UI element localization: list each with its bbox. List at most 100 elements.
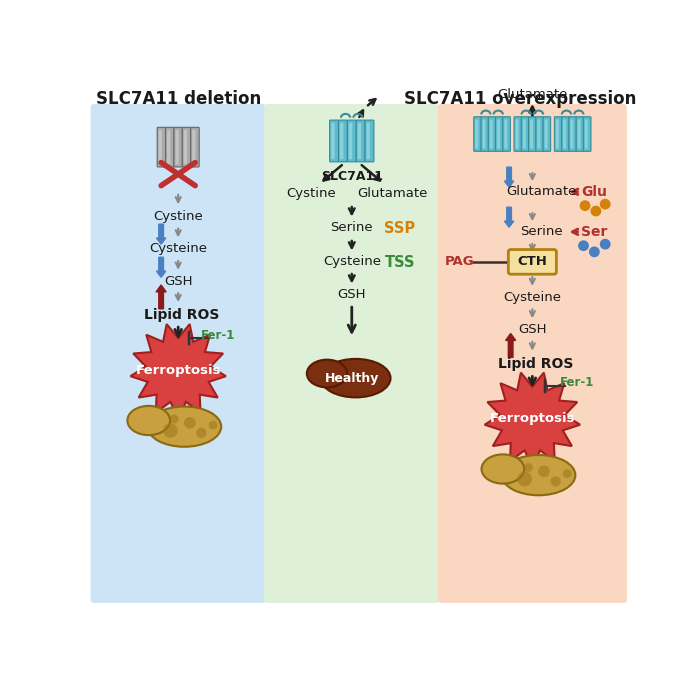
FancyBboxPatch shape xyxy=(356,120,365,162)
FancyArrow shape xyxy=(157,224,166,244)
FancyBboxPatch shape xyxy=(331,122,335,159)
FancyBboxPatch shape xyxy=(561,117,569,151)
FancyBboxPatch shape xyxy=(330,120,339,162)
FancyArrow shape xyxy=(156,285,166,309)
FancyBboxPatch shape xyxy=(556,120,559,148)
FancyBboxPatch shape xyxy=(90,104,266,603)
FancyBboxPatch shape xyxy=(496,117,503,151)
Text: Ser: Ser xyxy=(581,225,608,239)
FancyBboxPatch shape xyxy=(530,120,533,148)
FancyBboxPatch shape xyxy=(340,122,344,159)
Text: Cysteine: Cysteine xyxy=(503,290,561,304)
Circle shape xyxy=(524,463,533,472)
FancyBboxPatch shape xyxy=(576,117,584,151)
FancyBboxPatch shape xyxy=(545,120,547,148)
Ellipse shape xyxy=(307,360,347,387)
Ellipse shape xyxy=(127,406,170,435)
Polygon shape xyxy=(130,324,226,418)
Circle shape xyxy=(589,246,600,258)
FancyBboxPatch shape xyxy=(538,120,540,148)
FancyBboxPatch shape xyxy=(438,104,627,603)
Circle shape xyxy=(600,239,610,249)
Circle shape xyxy=(563,469,572,478)
Text: TSS: TSS xyxy=(384,255,415,270)
FancyBboxPatch shape xyxy=(504,120,508,148)
FancyBboxPatch shape xyxy=(497,120,500,148)
FancyBboxPatch shape xyxy=(367,122,370,159)
Text: CTH: CTH xyxy=(517,256,547,268)
FancyBboxPatch shape xyxy=(339,120,347,162)
Text: Lipid ROS: Lipid ROS xyxy=(144,308,219,322)
FancyBboxPatch shape xyxy=(184,130,187,164)
Circle shape xyxy=(170,414,178,424)
Circle shape xyxy=(184,417,196,428)
Text: Glutamate: Glutamate xyxy=(507,186,577,198)
Ellipse shape xyxy=(482,454,524,484)
FancyBboxPatch shape xyxy=(174,127,183,167)
FancyBboxPatch shape xyxy=(159,130,162,164)
FancyBboxPatch shape xyxy=(583,117,591,151)
Text: Cystine: Cystine xyxy=(286,187,337,199)
FancyBboxPatch shape xyxy=(523,120,526,148)
FancyBboxPatch shape xyxy=(182,127,191,167)
Text: Cysteine: Cysteine xyxy=(323,256,381,268)
FancyBboxPatch shape xyxy=(358,122,361,159)
Text: Cystine: Cystine xyxy=(153,210,203,223)
Text: SLC7A11 overexpression: SLC7A11 overexpression xyxy=(404,90,636,108)
FancyBboxPatch shape xyxy=(167,130,170,164)
FancyBboxPatch shape xyxy=(264,104,440,603)
Circle shape xyxy=(517,472,532,486)
Text: SSP: SSP xyxy=(384,221,415,237)
FancyBboxPatch shape xyxy=(528,117,536,151)
Text: Ferroptosis: Ferroptosis xyxy=(135,364,221,377)
Circle shape xyxy=(196,428,206,438)
Text: SLC7A11 deletion: SLC7A11 deletion xyxy=(95,90,261,108)
FancyBboxPatch shape xyxy=(176,130,178,164)
Circle shape xyxy=(591,206,601,216)
FancyBboxPatch shape xyxy=(349,122,352,159)
FancyBboxPatch shape xyxy=(516,120,519,148)
FancyBboxPatch shape xyxy=(165,127,174,167)
FancyBboxPatch shape xyxy=(563,120,566,148)
Polygon shape xyxy=(484,372,580,467)
Text: Serine: Serine xyxy=(520,225,563,238)
FancyBboxPatch shape xyxy=(481,117,489,151)
Ellipse shape xyxy=(502,455,575,496)
FancyBboxPatch shape xyxy=(536,117,543,151)
FancyArrow shape xyxy=(505,167,514,187)
Text: Serine: Serine xyxy=(330,221,373,234)
Ellipse shape xyxy=(148,407,221,447)
FancyBboxPatch shape xyxy=(347,120,356,162)
Text: GSH: GSH xyxy=(518,323,547,336)
Text: Fer-1: Fer-1 xyxy=(560,377,594,389)
FancyBboxPatch shape xyxy=(514,117,522,151)
Text: Healthy: Healthy xyxy=(325,372,379,384)
Circle shape xyxy=(209,421,218,430)
FancyBboxPatch shape xyxy=(570,120,573,148)
Circle shape xyxy=(538,466,550,477)
FancyArrow shape xyxy=(505,207,514,228)
Text: Glutamate: Glutamate xyxy=(357,187,427,199)
FancyBboxPatch shape xyxy=(158,127,166,167)
Circle shape xyxy=(580,200,591,211)
FancyBboxPatch shape xyxy=(190,127,199,167)
Text: Ferroptosis: Ferroptosis xyxy=(489,412,575,426)
Circle shape xyxy=(578,240,589,251)
FancyBboxPatch shape xyxy=(482,120,485,148)
FancyBboxPatch shape xyxy=(543,117,551,151)
Circle shape xyxy=(163,424,178,438)
Circle shape xyxy=(600,199,610,209)
Text: GSH: GSH xyxy=(337,288,366,302)
FancyBboxPatch shape xyxy=(490,120,493,148)
FancyBboxPatch shape xyxy=(585,120,588,148)
FancyBboxPatch shape xyxy=(578,120,580,148)
FancyArrow shape xyxy=(157,258,166,277)
FancyBboxPatch shape xyxy=(508,250,556,274)
Text: Lipid ROS: Lipid ROS xyxy=(498,356,573,370)
FancyArrow shape xyxy=(505,333,516,357)
FancyBboxPatch shape xyxy=(503,117,510,151)
FancyBboxPatch shape xyxy=(489,117,496,151)
FancyBboxPatch shape xyxy=(474,117,482,151)
FancyBboxPatch shape xyxy=(554,117,562,151)
FancyBboxPatch shape xyxy=(193,130,195,164)
